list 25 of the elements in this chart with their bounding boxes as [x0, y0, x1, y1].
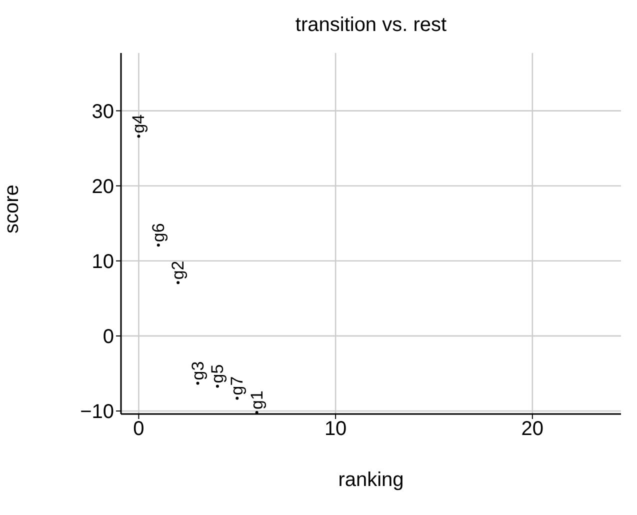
data-label: g3 — [188, 361, 208, 380]
data-label: g6 — [148, 223, 168, 242]
point — [176, 281, 180, 284]
x-tick-label: 0 — [133, 418, 144, 440]
y-tick-label: 30 — [92, 100, 114, 123]
point — [255, 411, 258, 414]
data-label: g4 — [129, 114, 148, 134]
data-label: g5 — [208, 364, 227, 384]
data-label: g7 — [228, 376, 247, 396]
y-axis-title: score — [1, 184, 24, 234]
y-tick-label: −10 — [80, 401, 114, 424]
point — [216, 384, 219, 388]
x-tick-label: 20 — [521, 418, 544, 440]
y-tick-label: 10 — [92, 250, 114, 273]
point — [236, 396, 239, 400]
data-label: g2 — [168, 260, 188, 280]
chart-title: transition vs. rest — [294, 14, 448, 37]
y-tick-label: 20 — [92, 176, 114, 198]
data-label: g1 — [247, 390, 266, 410]
y-tick-label: 0 — [102, 326, 114, 348]
point — [196, 382, 200, 385]
point — [137, 134, 140, 138]
x-axis-title: ranking — [338, 469, 404, 491]
point — [156, 244, 160, 247]
x-tick-label: 10 — [324, 418, 347, 440]
